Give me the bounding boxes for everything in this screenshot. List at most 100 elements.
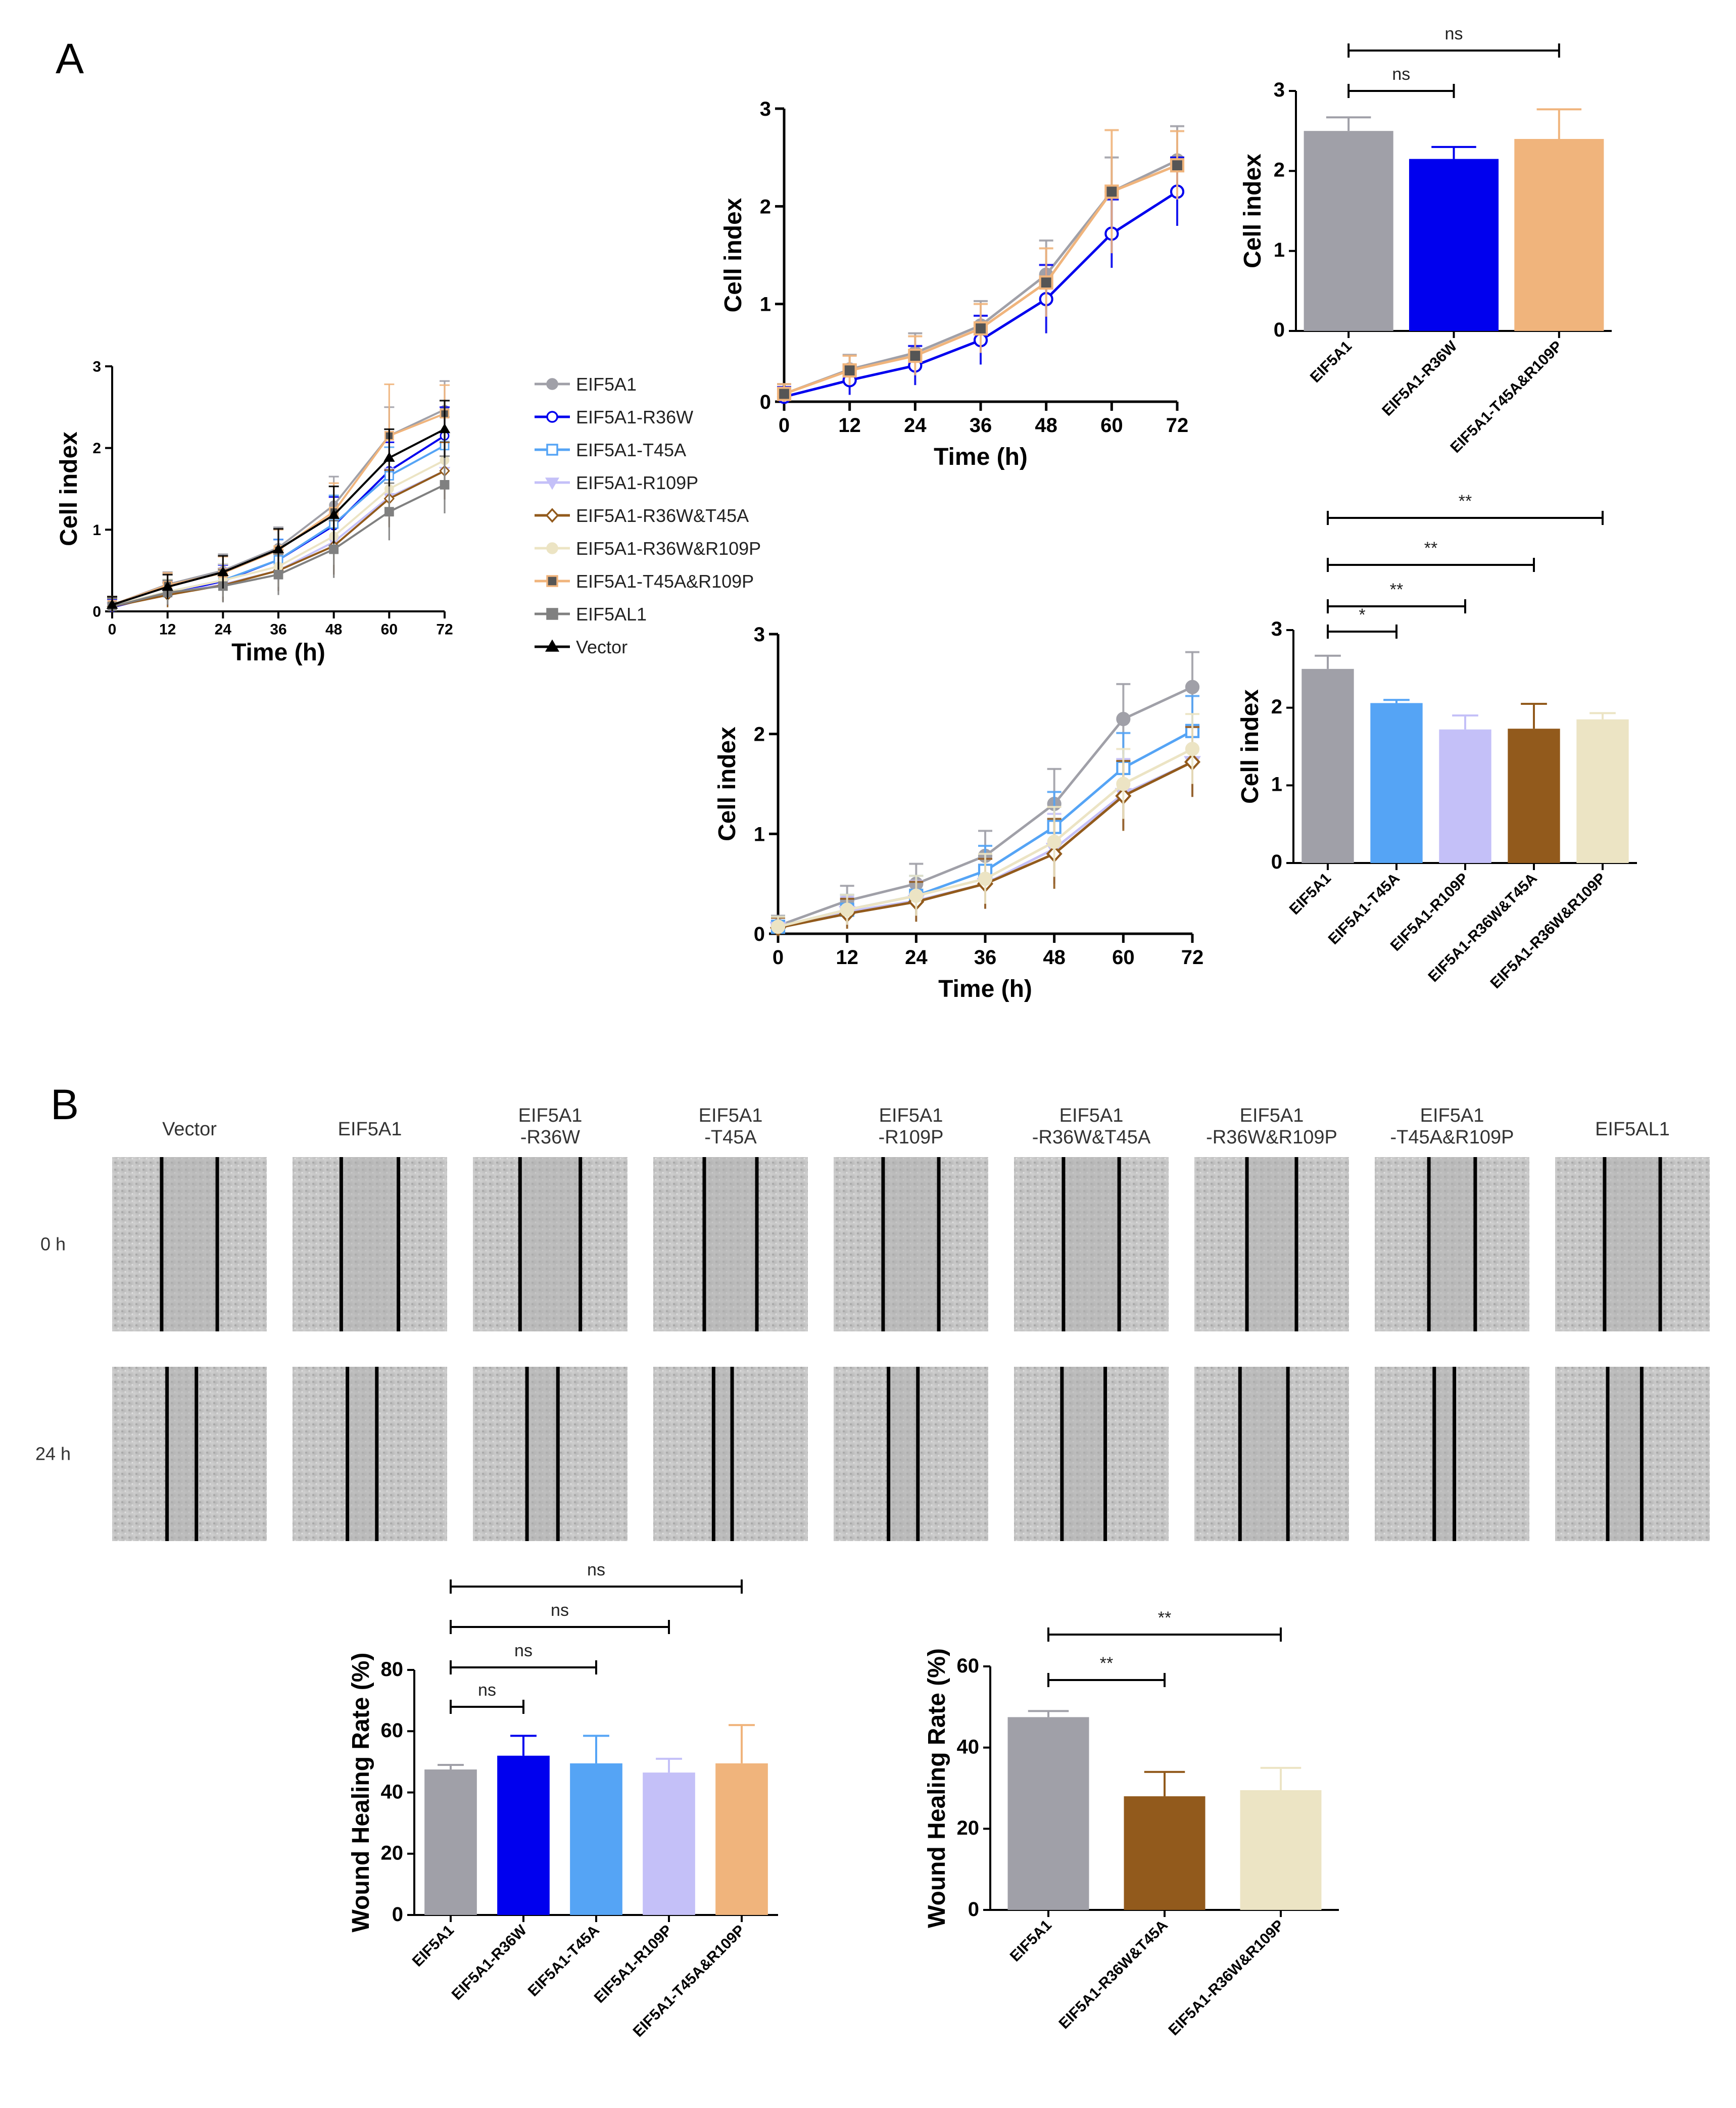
data-point [770, 920, 786, 934]
bar-eif5a1-r36w [1409, 159, 1499, 331]
significance-bracket: ** [1327, 492, 1604, 525]
data-point [777, 387, 792, 401]
data-point [840, 902, 854, 917]
significance-bracket: * [1327, 605, 1397, 639]
data-point [439, 423, 451, 434]
column-header-line1: EIF5A1 [879, 1105, 943, 1126]
column-header-eif5a1-r36w-and-r109p: EIF5A1-R36W&R109P [1206, 1105, 1337, 1148]
data-point [1116, 711, 1131, 727]
legend-swatch-marker [546, 378, 558, 390]
data-point [1185, 680, 1200, 694]
significance-label: ns [551, 1601, 569, 1620]
wound-image [1555, 1367, 1710, 1541]
significance-label: ns [1392, 65, 1410, 84]
y-tick-label: 40 [957, 1736, 980, 1758]
column-header: EIF5AL1 [1595, 1119, 1670, 1140]
y-tick-label: 3 [1274, 79, 1285, 101]
y-tick-label: 3 [760, 98, 771, 120]
series-eif5a1-r36w [777, 156, 1185, 404]
column-header-line1: EIF5A1 [699, 1105, 763, 1126]
category-label: EIF5A1 [1007, 1917, 1055, 1965]
legend-item-eif5al1: EIF5AL1 [535, 604, 647, 625]
column-header-line1: EIF5A1 [1240, 1105, 1304, 1126]
significance-label: ** [1459, 492, 1472, 511]
category-label: EIF5A1-R36W [1379, 338, 1461, 419]
x-tick-label: 72 [1166, 414, 1189, 437]
data-point [1185, 742, 1200, 756]
series-vector [106, 400, 451, 611]
legend-label: EIF5A1-T45A [576, 440, 686, 460]
data-point [908, 349, 923, 363]
wound-image [1555, 1157, 1710, 1331]
data-point [272, 543, 284, 553]
wound-image [653, 1157, 808, 1331]
x-tick-label: 36 [270, 621, 286, 638]
legend: EIF5A1 EIF5A1-R36W EIF5A1-T45A EIF5A1-R109P… [535, 374, 761, 657]
x-axis-title: Time (h) [938, 976, 1032, 1002]
significance-label: ns [478, 1681, 496, 1700]
x-tick-label: 0 [779, 414, 790, 437]
bar-eif5a1-t45a [1370, 703, 1423, 863]
wound-image [293, 1157, 447, 1331]
y-tick-label: 1 [754, 823, 765, 845]
column-header-line1: EIF5A1 [1059, 1105, 1124, 1126]
column-header-eif5a1-r36w-and-t45a: EIF5A1-R36W&T45A [1032, 1105, 1151, 1148]
category-label: EIF5A1-T45A&R109P [1447, 338, 1565, 456]
column-header-line2: -R36W&R109P [1206, 1127, 1337, 1148]
wound-gap-region [883, 1157, 939, 1331]
significance-bracket: ns [450, 1601, 670, 1634]
wound-gap-region [713, 1367, 733, 1541]
column-header-eif5a1: EIF5A1 [338, 1119, 402, 1140]
data-point [162, 581, 173, 591]
category-label: EIF5A1-R36W&T45A [1055, 1917, 1171, 2032]
legend-item-eif5a1-r36w-and-t45a: EIF5A1-R36W&T45A [535, 505, 749, 526]
category-label: EIF5A1-R109P [591, 1922, 676, 2006]
y-axis-title: Cell index [1239, 154, 1266, 268]
wound-image [1194, 1157, 1349, 1331]
legend-swatch-marker [546, 542, 558, 554]
significance-bracket: ns [1347, 65, 1455, 98]
y-tick-label: 3 [754, 624, 765, 646]
wound-gap-region [888, 1367, 918, 1541]
data-point [1104, 184, 1119, 199]
wound-gap-region [1063, 1157, 1120, 1331]
legend-item-eif5a1-r109p: EIF5A1-R109P [535, 472, 698, 493]
bar-eif5a1 [1304, 131, 1393, 331]
category-label: EIF5A1 [1307, 338, 1355, 386]
legend-item-vector: Vector [535, 637, 628, 657]
category-label: EIF5A1-R36W [449, 1922, 531, 2003]
x-axis-title: Time (h) [231, 639, 325, 666]
significance-bracket: ns [450, 1641, 597, 1674]
significance-bracket: ** [1047, 1608, 1282, 1642]
wound-gap-region [1434, 1367, 1455, 1541]
panel-label-a: A [56, 35, 84, 82]
data-point [106, 599, 118, 609]
y-tick-label: 20 [957, 1817, 980, 1839]
wound-image [1014, 1367, 1169, 1541]
legend-label: EIF5A1-R36W&R109P [576, 538, 761, 559]
significance-bracket: ** [1047, 1654, 1166, 1687]
legend-item-eif5a1-t45a-and-r109p: EIF5A1-T45A&R109P [535, 571, 754, 592]
column-header-line2: -T45A&R109P [1390, 1127, 1514, 1148]
data-point [1170, 158, 1185, 173]
y-tick-label: 1 [760, 294, 771, 316]
wound-image [112, 1367, 267, 1541]
legend-swatch-marker [546, 575, 558, 587]
legend-swatch-marker [545, 508, 559, 523]
y-tick-label: 1 [1274, 239, 1285, 261]
significance-label: ** [1424, 539, 1437, 558]
significance-bracket: ns [450, 1681, 524, 1714]
x-tick-label: 24 [904, 414, 927, 437]
legend-swatch-marker [545, 639, 560, 652]
significance-bracket: ns [450, 1560, 743, 1594]
data-point [217, 566, 229, 577]
bar-eif5a1 [1301, 668, 1354, 863]
wound-gap-region [1429, 1157, 1475, 1331]
wound-image [653, 1367, 808, 1541]
column-header-eif5a1-r36w: EIF5A1-R36W [518, 1105, 583, 1148]
x-tick-label: 72 [436, 621, 453, 638]
y-axis-title: Cell index [56, 432, 82, 546]
category-label: EIF5A1-R36W&R109P [1487, 870, 1609, 992]
